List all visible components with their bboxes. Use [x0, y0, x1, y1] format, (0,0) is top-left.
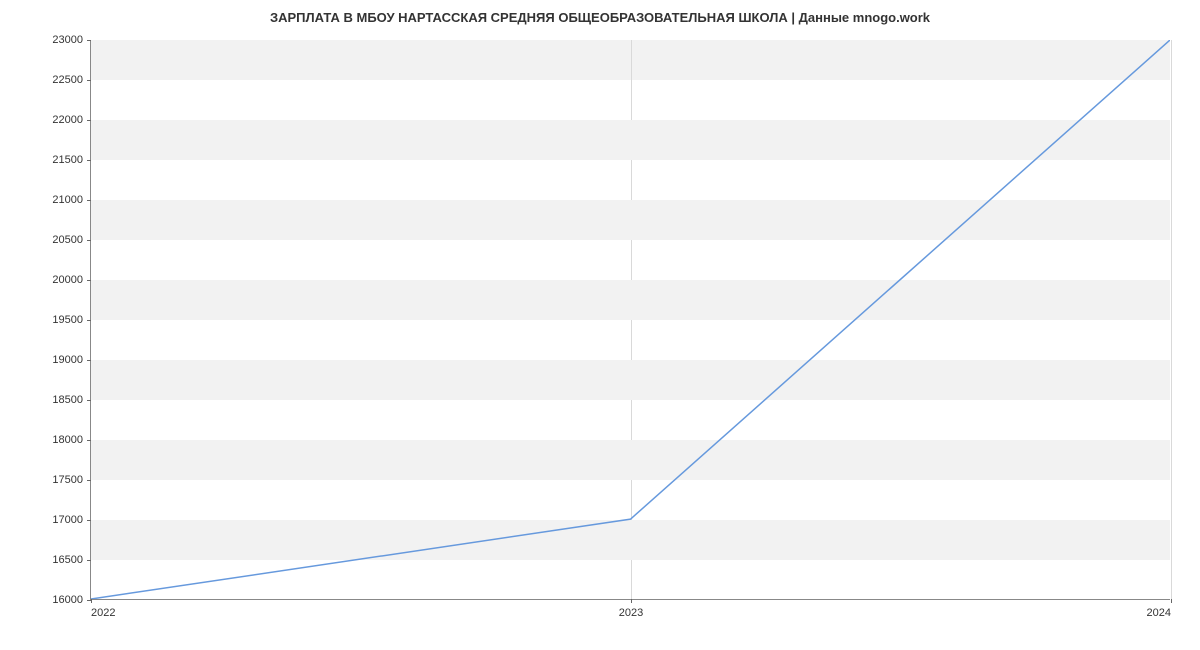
- y-tick-label: 16000: [52, 594, 83, 606]
- y-tick-label: 18000: [52, 434, 83, 446]
- y-tick-label: 21000: [52, 194, 83, 206]
- y-tick-mark: [87, 240, 91, 241]
- y-tick-mark: [87, 560, 91, 561]
- x-tick-mark: [91, 599, 92, 603]
- grid-band: [91, 360, 1170, 400]
- y-tick-label: 19500: [52, 314, 83, 326]
- y-tick-mark: [87, 520, 91, 521]
- grid-band: [91, 520, 1170, 560]
- y-tick-label: 16500: [52, 554, 83, 566]
- grid-band: [91, 440, 1170, 480]
- y-tick-label: 22000: [52, 114, 83, 126]
- y-tick-mark: [87, 80, 91, 81]
- x-tick-label: 2024: [1147, 607, 1171, 619]
- y-tick-mark: [87, 320, 91, 321]
- y-tick-label: 17500: [52, 474, 83, 486]
- chart-title: ЗАРПЛАТА В МБОУ НАРТАССКАЯ СРЕДНЯЯ ОБЩЕО…: [0, 0, 1200, 35]
- y-tick-label: 23000: [52, 34, 83, 46]
- y-tick-mark: [87, 360, 91, 361]
- grid-band: [91, 200, 1170, 240]
- y-tick-mark: [87, 480, 91, 481]
- x-tick-label: 2023: [619, 607, 643, 619]
- x-tick-mark: [631, 599, 632, 603]
- x-grid-line: [1171, 40, 1172, 599]
- plot-area: 1600016500170001750018000185001900019500…: [90, 40, 1170, 600]
- y-tick-mark: [87, 440, 91, 441]
- y-tick-mark: [87, 160, 91, 161]
- y-tick-label: 18500: [52, 394, 83, 406]
- y-tick-label: 22500: [52, 74, 83, 86]
- chart-container: 1600016500170001750018000185001900019500…: [90, 40, 1170, 600]
- y-tick-label: 20000: [52, 274, 83, 286]
- y-tick-mark: [87, 120, 91, 121]
- y-tick-mark: [87, 400, 91, 401]
- y-tick-mark: [87, 280, 91, 281]
- y-tick-label: 21500: [52, 154, 83, 166]
- y-tick-mark: [87, 200, 91, 201]
- grid-band: [91, 120, 1170, 160]
- y-tick-label: 20500: [52, 234, 83, 246]
- x-tick-label: 2022: [91, 607, 115, 619]
- y-tick-label: 19000: [52, 354, 83, 366]
- grid-band: [91, 280, 1170, 320]
- y-tick-label: 17000: [52, 514, 83, 526]
- x-tick-mark: [1171, 599, 1172, 603]
- y-tick-mark: [87, 40, 91, 41]
